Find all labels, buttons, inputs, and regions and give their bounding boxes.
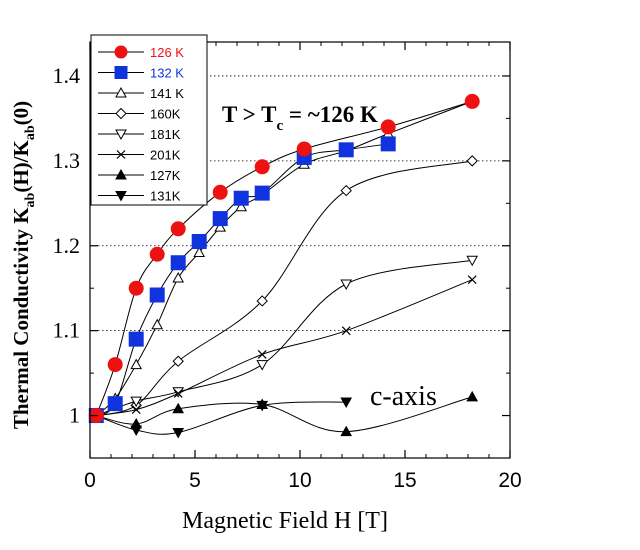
data-point <box>214 221 227 232</box>
series-line <box>96 401 347 435</box>
data-point <box>193 246 206 258</box>
data-point <box>107 357 123 373</box>
data-point <box>380 119 396 135</box>
y-axis-label-sub2: ab <box>23 125 38 140</box>
data-point <box>256 295 268 307</box>
legend-marker <box>116 150 126 159</box>
data-point <box>172 402 185 414</box>
data-point <box>235 200 248 212</box>
y-tick-label: 1 <box>69 403 80 428</box>
data-point <box>341 326 351 336</box>
y-axis-label-sub1: ab <box>23 192 38 207</box>
data-point <box>466 155 478 167</box>
x-marker-stroke <box>116 150 126 159</box>
y-axis-label-part3: (0) <box>9 101 33 126</box>
y-tick-label: 1.1 <box>53 318 81 343</box>
legend-marker <box>115 86 127 98</box>
tc-annotation-rest: = ~126 K <box>283 102 378 127</box>
legend: 126 K 132 K 141 K 160K 181K 201K 127K 131K <box>90 34 208 206</box>
data-point <box>467 275 477 285</box>
x-tick-label: 5 <box>189 469 201 492</box>
data-point <box>466 255 479 267</box>
x-tick-label: 15 <box>393 469 416 492</box>
legend-marker <box>114 66 128 79</box>
data-point <box>464 93 480 109</box>
legend-label: 141 K <box>150 86 184 101</box>
data-point <box>254 159 270 175</box>
legend-label: 132 K <box>150 66 184 81</box>
tc-annotation: T > Tc = ~126 K <box>222 102 378 134</box>
data-point <box>191 234 207 250</box>
legend-label: 131K <box>150 189 181 204</box>
x-tick-label: 20 <box>498 469 521 492</box>
data-point <box>212 211 228 227</box>
data-point <box>340 279 353 290</box>
data-point <box>173 389 183 398</box>
x-marker-stroke <box>467 275 477 285</box>
y-axis-label-part1: Thermal Conductivity K <box>9 207 33 429</box>
data-point <box>172 428 185 439</box>
legend-label: 126 K <box>150 45 184 60</box>
x-marker-stroke <box>131 405 141 415</box>
data-point <box>338 142 354 158</box>
legend-marker <box>115 168 127 180</box>
data-point <box>107 396 123 412</box>
y-tick-label: 1.2 <box>53 233 81 258</box>
data-point <box>340 184 352 197</box>
legend-marker <box>115 129 127 141</box>
legend-label: 127K <box>150 168 181 183</box>
series-markers <box>88 93 480 439</box>
y-tick-label: 1.3 <box>53 148 81 173</box>
x-tick-label: 0 <box>84 469 96 492</box>
x-tick-labels: 0 5 10 15 20 <box>84 469 522 492</box>
data-point <box>257 350 267 359</box>
caxis-annotation: c-axis <box>370 381 437 412</box>
x-marker-stroke <box>341 326 351 336</box>
data-point <box>233 190 249 206</box>
x-axis-label: Magnetic Field H [T] <box>182 508 388 534</box>
legend-label: 201K <box>150 148 181 163</box>
data-point <box>170 221 186 237</box>
data-point <box>130 358 143 370</box>
data-point <box>340 425 353 437</box>
data-point <box>128 331 144 347</box>
tc-annotation-main: T > T <box>222 102 276 127</box>
legend-label: 160K <box>150 107 181 122</box>
data-point <box>149 246 165 262</box>
data-point <box>130 425 143 437</box>
x-tick-label: 10 <box>288 469 311 492</box>
data-point <box>151 318 164 330</box>
data-point <box>296 141 312 157</box>
data-point <box>149 287 165 303</box>
legend-marker <box>115 191 127 202</box>
x-marker-stroke <box>173 389 183 398</box>
data-point <box>380 136 396 152</box>
y-tick-label: 1.4 <box>53 63 81 88</box>
x-marker-stroke <box>257 350 267 359</box>
y-axis-label-part2: (H)/K <box>9 140 33 193</box>
data-point <box>340 397 353 408</box>
data-point <box>466 390 479 402</box>
data-point <box>172 387 185 398</box>
data-point <box>172 355 184 367</box>
legend-marker <box>115 107 127 120</box>
data-point <box>131 405 141 415</box>
legend-box <box>90 34 208 206</box>
legend-label: 181K <box>150 127 181 142</box>
tc-annotation-sub: c <box>276 118 283 134</box>
data-point <box>130 396 143 408</box>
y-axis-label: Thermal Conductivity Kab(H)/Kab(0) <box>9 101 38 429</box>
y-tick-labels: 1 1.1 1.2 1.3 1.4 <box>53 63 81 428</box>
data-point <box>170 255 186 271</box>
data-point <box>212 184 228 200</box>
data-point <box>256 400 269 412</box>
legend-marker <box>114 45 128 59</box>
data-point <box>172 271 185 283</box>
data-point <box>128 280 144 296</box>
data-point <box>256 360 269 371</box>
data-point <box>254 185 270 201</box>
